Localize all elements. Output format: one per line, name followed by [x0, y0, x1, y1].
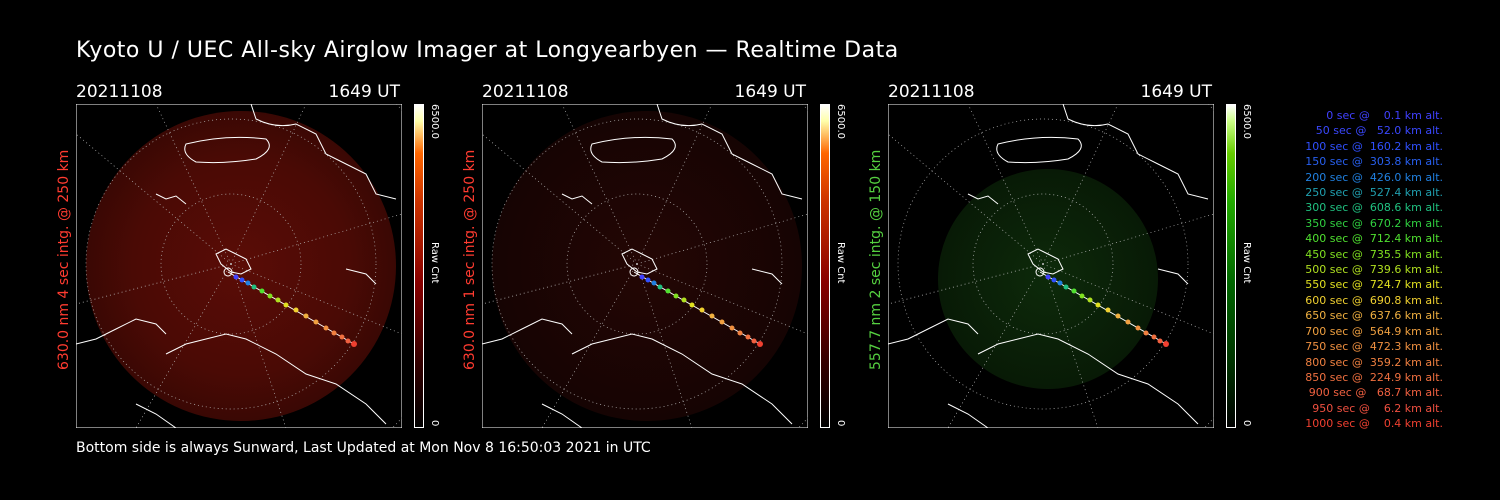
panel-3-trajectory [1035, 267, 1169, 347]
panel-3-date: 20211108 [888, 82, 975, 102]
panel-1-time: 1649 UT [328, 82, 401, 102]
panel-2-cbar-min: 0 [835, 420, 846, 427]
legend-item: 200 sec @ 426.0 km alt. [1301, 170, 1443, 184]
panel-3-cbar-max: 6500.0 [1241, 104, 1252, 139]
panel-1-cbar-min: 0 [429, 420, 440, 427]
panel-1-date: 20211108 [76, 82, 163, 102]
panel-2-side-label: 630.0 nm 1 sec intg. @ 250 km [462, 149, 478, 370]
legend-item: 800 sec @ 359.2 km alt. [1301, 355, 1443, 369]
panel-2-cbar-unit: Raw Cnt [835, 242, 846, 284]
legend-item: 350 sec @ 670.2 km alt. [1301, 216, 1443, 230]
trajectory-legend: 0 sec @ 0.1 km alt. 50 sec @ 52.0 km alt… [1302, 108, 1443, 432]
panel-3-cbar-min: 0 [1241, 420, 1252, 427]
legend-item: 500 sec @ 739.6 km alt. [1301, 263, 1443, 277]
legend-item: 50 sec @ 52.0 km alt. [1308, 124, 1443, 138]
panel-1-cbar-max: 6500.0 [429, 104, 440, 139]
legend-item: 250 sec @ 527.4 km alt. [1301, 186, 1443, 200]
legend-item: 650 sec @ 637.6 km alt. [1301, 309, 1443, 323]
panel-1-cbar-unit: Raw Cnt [429, 242, 440, 284]
panel-1-trajectory [223, 267, 357, 347]
legend-item: 150 sec @ 303.8 km alt. [1301, 155, 1443, 169]
panel-1-image[interactable] [76, 104, 402, 428]
panel-2-cbar-max: 6500.0 [835, 104, 846, 139]
panel-1-side-label: 630.0 nm 4 sec intg. @ 250 km [56, 149, 72, 370]
panel-3-image[interactable] [888, 104, 1214, 428]
panel-1-colorbar [414, 104, 424, 428]
page-title: Kyoto U / UEC All-sky Airglow Imager at … [76, 38, 899, 63]
legend-item: 300 sec @ 608.6 km alt. [1301, 201, 1443, 215]
panel-2-time: 1649 UT [734, 82, 807, 102]
legend-item: 700 sec @ 564.9 km alt. [1301, 324, 1443, 338]
panel-2-colorbar [820, 104, 830, 428]
legend-item: 550 sec @ 724.7 km alt. [1301, 278, 1443, 292]
panel-3-cbar-unit: Raw Cnt [1241, 242, 1252, 284]
panel-2-date: 20211108 [482, 82, 569, 102]
legend-item: 1000 sec @ 0.4 km alt. [1305, 417, 1443, 431]
legend-item: 600 sec @ 690.8 km alt. [1301, 293, 1443, 307]
legend-item: 900 sec @ 68.7 km alt. [1305, 386, 1443, 400]
legend-item: 750 sec @ 472.3 km alt. [1301, 340, 1443, 354]
legend-item: 950 sec @ 6.2 km alt. [1308, 401, 1443, 415]
panel-3-time: 1649 UT [1140, 82, 1213, 102]
legend-item: 400 sec @ 712.4 km alt. [1301, 232, 1443, 246]
legend-item: 100 sec @ 160.2 km alt. [1301, 139, 1443, 153]
panel-2-trajectory [629, 267, 763, 347]
panel-2-image[interactable] [482, 104, 808, 428]
legend-item: 850 sec @ 224.9 km alt. [1301, 370, 1443, 384]
panel-3-colorbar [1226, 104, 1236, 428]
legend-item: 450 sec @ 735.5 km alt. [1301, 247, 1443, 261]
legend-item: 0 sec @ 0.1 km alt. [1315, 109, 1443, 122]
panel-3-side-label: 557.7 nm 2 sec intg. @ 150 km [868, 149, 884, 370]
footer-status: Bottom side is always Sunward, Last Upda… [76, 440, 651, 456]
